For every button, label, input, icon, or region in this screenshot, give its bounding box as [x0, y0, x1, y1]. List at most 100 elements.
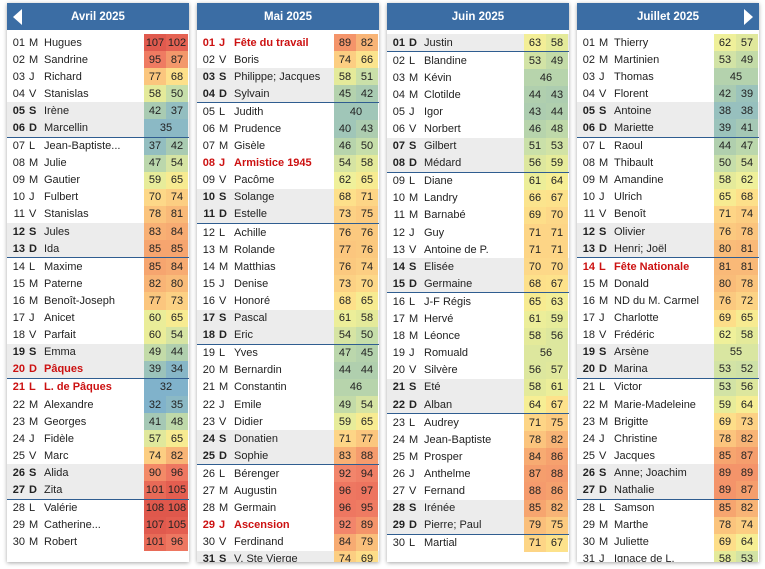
- day-row[interactable]: 08 M Thibault 50 54: [577, 154, 759, 172]
- day-row[interactable]: 14 L Fête Nationale 81 81: [577, 258, 759, 276]
- day-row[interactable]: 28 L Valérie 108 108: [7, 499, 189, 517]
- day-row[interactable]: 23 L Audrey 71 75: [387, 414, 569, 432]
- day-row[interactable]: 05 S Antoine 38 38: [577, 102, 759, 120]
- day-row[interactable]: 05 L Judith 40: [197, 103, 379, 121]
- day-row[interactable]: 28 L Samson 85 82: [577, 499, 759, 517]
- day-row[interactable]: 30 L Martial 71 67: [387, 534, 569, 552]
- day-row[interactable]: 13 D Ida 85 85: [7, 240, 189, 259]
- day-row[interactable]: 25 V Marc 74 82: [7, 447, 189, 465]
- day-row[interactable]: 02 L Blandine 53 49: [387, 52, 569, 70]
- day-row[interactable]: 11 V Stanislas 78 81: [7, 205, 189, 224]
- day-row[interactable]: 13 M Rolande 77 76: [197, 241, 379, 259]
- day-row[interactable]: 16 L J-F Régis 65 63: [387, 293, 569, 311]
- day-row[interactable]: 09 M Gautier 59 65: [7, 171, 189, 189]
- day-row[interactable]: 13 D Henri; Joël 80 81: [577, 240, 759, 259]
- day-row[interactable]: 22 M Alexandre 32 35: [7, 395, 189, 414]
- day-row[interactable]: 11 V Benoît 71 74: [577, 205, 759, 224]
- day-row[interactable]: 04 V Stanislas 58 50: [7, 85, 189, 103]
- day-row[interactable]: 11 M Barnabé 69 70: [387, 206, 569, 225]
- day-row[interactable]: 26 S Anne; Joachim 89 89: [577, 464, 759, 482]
- day-row[interactable]: 02 M Sandrine 95 87: [7, 51, 189, 69]
- day-row[interactable]: 14 S Elisée 70 70: [387, 258, 569, 276]
- day-row[interactable]: 06 D Mariette 39 41: [577, 119, 759, 138]
- day-row[interactable]: 17 M Hervé 61 59: [387, 310, 569, 328]
- day-row[interactable]: 22 D Alban 64 67: [387, 395, 569, 415]
- day-row[interactable]: 29 M Catherine... 107 105: [7, 516, 189, 534]
- day-row[interactable]: 16 V Honoré 68 65: [197, 292, 379, 310]
- day-row[interactable]: 01 J Fête du travail 89 82: [197, 34, 379, 52]
- day-row[interactable]: 21 L Victor 53 56: [577, 378, 759, 396]
- day-row[interactable]: 10 S Solange 68 71: [197, 188, 379, 206]
- day-row[interactable]: 21 M Constantin 46: [197, 378, 379, 396]
- day-row[interactable]: 07 S Gilbert 51 53: [387, 137, 569, 155]
- day-row[interactable]: 07 L Raoul 44 47: [577, 137, 759, 155]
- day-row[interactable]: 06 V Norbert 46 48: [387, 120, 569, 138]
- day-row[interactable]: 19 L Yves 47 45: [197, 344, 379, 362]
- day-row[interactable]: 17 S Pascal 61 58: [197, 309, 379, 327]
- day-row[interactable]: 24 J Christine 78 82: [577, 430, 759, 448]
- day-row[interactable]: 09 L Diane 61 64: [387, 172, 569, 190]
- day-row[interactable]: 23 M Georges 41 48: [7, 413, 189, 431]
- day-row[interactable]: 25 D Sophie 83 88: [197, 447, 379, 466]
- day-row[interactable]: 03 J Richard 77 68: [7, 68, 189, 86]
- day-row[interactable]: 27 D Nathalie 89 87: [577, 481, 759, 500]
- day-row[interactable]: 14 M Matthias 76 74: [197, 258, 379, 276]
- day-row[interactable]: 19 S Arsène 55: [577, 343, 759, 361]
- day-row[interactable]: 27 V Fernand 88 86: [387, 482, 569, 500]
- day-row[interactable]: 16 M ND du M. Carmel 76 72: [577, 292, 759, 310]
- day-row[interactable]: 23 M Brigitte 69 73: [577, 413, 759, 431]
- day-row[interactable]: 29 D Pierre; Paul 79 75: [387, 516, 569, 535]
- day-row[interactable]: 17 J Anicet 60 65: [7, 309, 189, 327]
- day-row[interactable]: 20 M Bernardin 44 44: [197, 361, 379, 379]
- day-row[interactable]: 04 M Clotilde 44 43: [387, 86, 569, 104]
- day-row[interactable]: 18 M Léonce 58 56: [387, 327, 569, 345]
- day-row[interactable]: 22 J Emile 49 54: [197, 395, 379, 414]
- day-row[interactable]: 07 M Gisèle 46 50: [197, 137, 379, 155]
- day-row[interactable]: 29 M Marthe 78 74: [577, 516, 759, 534]
- day-row[interactable]: 15 M Paterne 82 80: [7, 275, 189, 293]
- day-row[interactable]: 27 D Zita 101 105: [7, 481, 189, 500]
- day-row[interactable]: 03 M Kévin 46: [387, 69, 569, 87]
- day-row[interactable]: 28 M Germain 96 95: [197, 499, 379, 517]
- day-row[interactable]: 01 M Hugues 107 102: [7, 34, 189, 52]
- day-row[interactable]: 13 V Antoine de P. 71 71: [387, 241, 569, 259]
- day-row[interactable]: 08 M Julie 47 54: [7, 154, 189, 172]
- prev-arrow-icon[interactable]: [13, 9, 22, 25]
- day-row[interactable]: 30 M Juliette 69 64: [577, 533, 759, 551]
- day-row[interactable]: 26 J Anthelme 87 88: [387, 465, 569, 483]
- day-row[interactable]: 06 M Prudence 40 43: [197, 120, 379, 138]
- day-row[interactable]: 07 L Jean-Baptiste... 37 42: [7, 137, 189, 155]
- day-row[interactable]: 26 L Bérenger 92 94: [197, 465, 379, 483]
- day-row[interactable]: 04 V Florent 42 39: [577, 85, 759, 103]
- day-row[interactable]: 10 M Landry 66 67: [387, 189, 569, 207]
- day-row[interactable]: 31 J Ignace de L. 58 53: [577, 550, 759, 562]
- day-row[interactable]: 30 M Robert 101 96: [7, 533, 189, 551]
- day-row[interactable]: 21 L L. de Pâques 32: [7, 378, 189, 396]
- day-row[interactable]: 12 L Achille 76 76: [197, 224, 379, 242]
- day-row[interactable]: 09 M Amandine 58 62: [577, 171, 759, 189]
- day-row[interactable]: 28 S Irénée 85 82: [387, 499, 569, 517]
- day-row[interactable]: 30 V Ferdinand 84 79: [197, 533, 379, 551]
- day-row[interactable]: 15 J Denise 73 70: [197, 275, 379, 293]
- day-row[interactable]: 18 V Frédéric 62 58: [577, 326, 759, 344]
- day-row[interactable]: 18 D Eric 54 50: [197, 326, 379, 345]
- day-row[interactable]: 25 M Prosper 84 86: [387, 448, 569, 466]
- day-row[interactable]: 03 J Thomas 45: [577, 68, 759, 86]
- day-row[interactable]: 05 S Irène 42 37: [7, 102, 189, 120]
- day-row[interactable]: 18 V Parfait 60 54: [7, 326, 189, 344]
- day-row[interactable]: 19 S Emma 49 44: [7, 343, 189, 361]
- day-row[interactable]: 08 J Armistice 1945 54 58: [197, 154, 379, 172]
- day-row[interactable]: 29 J Ascension 92 89: [197, 516, 379, 534]
- day-row[interactable]: 03 S Philippe; Jacques 58 51: [197, 68, 379, 86]
- day-row[interactable]: 16 M Benoît-Joseph 77 73: [7, 292, 189, 310]
- day-row[interactable]: 24 M Jean-Baptiste 78 82: [387, 431, 569, 449]
- day-row[interactable]: 21 S Eté 58 61: [387, 378, 569, 396]
- day-row[interactable]: 02 M Martinien 53 49: [577, 51, 759, 69]
- day-row[interactable]: 12 S Olivier 76 78: [577, 223, 759, 241]
- day-row[interactable]: 02 V Boris 74 66: [197, 51, 379, 69]
- day-row[interactable]: 25 V Jacques 85 87: [577, 447, 759, 465]
- day-row[interactable]: 09 V Pacôme 62 65: [197, 171, 379, 189]
- day-row[interactable]: 23 V Didier 59 65: [197, 413, 379, 431]
- next-arrow-icon[interactable]: [744, 9, 753, 25]
- day-row[interactable]: 17 J Charlotte 69 65: [577, 309, 759, 327]
